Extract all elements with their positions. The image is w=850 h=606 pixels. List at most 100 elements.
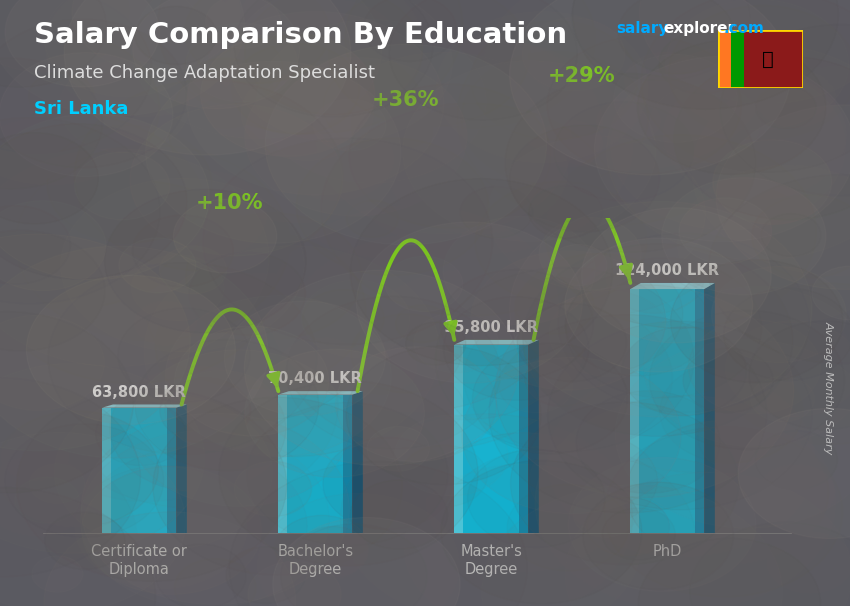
Circle shape (711, 267, 847, 362)
Circle shape (350, 480, 447, 549)
Text: Salary Comparison By Education: Salary Comparison By Education (34, 21, 567, 49)
Circle shape (0, 364, 205, 553)
Circle shape (232, 44, 360, 134)
Circle shape (441, 461, 642, 604)
Circle shape (245, 349, 424, 478)
Circle shape (387, 105, 568, 235)
Circle shape (45, 512, 125, 570)
Circle shape (153, 397, 402, 575)
Circle shape (717, 105, 850, 290)
Circle shape (511, 402, 739, 565)
Circle shape (248, 561, 341, 606)
Circle shape (169, 35, 432, 222)
Circle shape (522, 18, 625, 91)
Circle shape (133, 0, 299, 108)
Circle shape (586, 497, 670, 556)
Polygon shape (278, 391, 363, 395)
Circle shape (0, 315, 105, 410)
Circle shape (133, 215, 234, 287)
Circle shape (235, 461, 312, 516)
Circle shape (174, 559, 256, 606)
Circle shape (549, 244, 607, 285)
Circle shape (190, 253, 305, 335)
Circle shape (0, 230, 105, 351)
Text: +36%: +36% (372, 90, 439, 110)
Circle shape (0, 133, 99, 224)
Bar (695, 289, 705, 533)
Bar (102, 408, 111, 533)
Circle shape (650, 84, 760, 162)
Text: .com: .com (723, 21, 764, 36)
Circle shape (0, 19, 186, 168)
Circle shape (65, 0, 351, 155)
Bar (278, 395, 352, 533)
Circle shape (0, 0, 106, 87)
Text: +10%: +10% (196, 193, 264, 213)
Text: 🦁: 🦁 (762, 50, 774, 68)
Circle shape (26, 275, 235, 424)
Circle shape (277, 118, 394, 201)
Circle shape (573, 0, 838, 109)
Text: Sri Lanka: Sri Lanka (34, 100, 128, 118)
Circle shape (0, 31, 160, 185)
Circle shape (688, 320, 820, 414)
Circle shape (545, 135, 816, 328)
Text: 70,400 LKR: 70,400 LKR (269, 371, 362, 387)
Circle shape (426, 433, 621, 571)
Circle shape (0, 246, 268, 458)
Bar (343, 395, 352, 533)
Circle shape (0, 378, 140, 577)
Circle shape (302, 280, 410, 358)
Circle shape (346, 346, 541, 485)
Circle shape (329, 0, 530, 127)
Circle shape (462, 358, 681, 514)
Circle shape (207, 0, 422, 121)
Circle shape (314, 99, 386, 151)
Circle shape (389, 0, 577, 120)
Circle shape (755, 431, 837, 489)
Bar (102, 408, 176, 533)
Circle shape (752, 195, 850, 278)
Circle shape (523, 244, 793, 436)
Circle shape (749, 321, 850, 430)
Circle shape (44, 512, 296, 606)
Circle shape (0, 114, 205, 308)
Circle shape (241, 66, 373, 161)
Circle shape (75, 152, 170, 220)
Polygon shape (102, 404, 187, 408)
Circle shape (17, 389, 286, 581)
Circle shape (440, 270, 593, 379)
Circle shape (679, 198, 772, 264)
Circle shape (812, 266, 850, 320)
Circle shape (119, 238, 196, 293)
Circle shape (662, 178, 826, 295)
Circle shape (0, 124, 187, 279)
Circle shape (185, 0, 329, 83)
Polygon shape (705, 283, 715, 533)
Circle shape (462, 52, 648, 185)
Circle shape (347, 201, 398, 237)
Circle shape (674, 56, 850, 220)
Circle shape (201, 32, 375, 156)
Circle shape (581, 208, 771, 343)
Circle shape (0, 114, 209, 280)
Circle shape (82, 466, 261, 594)
Circle shape (405, 322, 466, 365)
Circle shape (0, 206, 71, 284)
Circle shape (0, 181, 275, 383)
Circle shape (135, 6, 217, 65)
Circle shape (280, 524, 427, 606)
Circle shape (224, 301, 385, 416)
Circle shape (321, 103, 620, 316)
Circle shape (75, 80, 343, 271)
Circle shape (683, 348, 774, 413)
Circle shape (174, 326, 329, 436)
Circle shape (0, 234, 190, 451)
Circle shape (356, 222, 582, 383)
Polygon shape (631, 283, 715, 289)
Text: Climate Change Adaptation Specialist: Climate Change Adaptation Specialist (34, 64, 375, 82)
Bar (731, 30, 744, 88)
Circle shape (396, 305, 448, 342)
Circle shape (186, 213, 362, 339)
Circle shape (206, 0, 280, 48)
